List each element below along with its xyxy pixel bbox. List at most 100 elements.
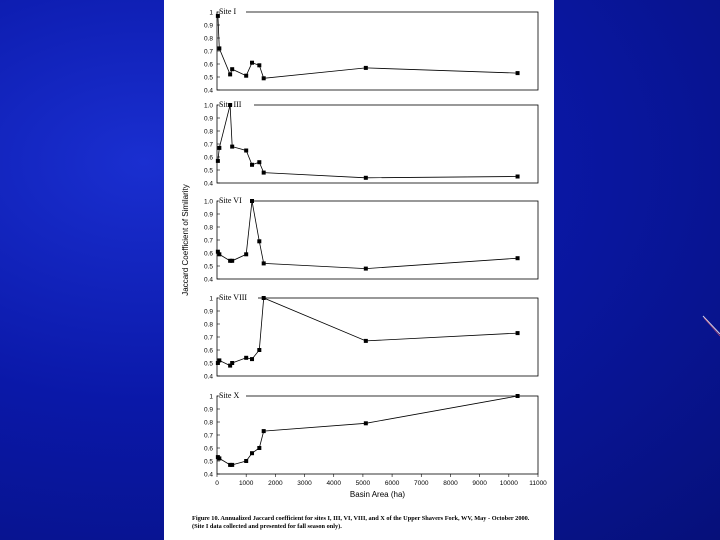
data-point	[228, 258, 233, 263]
data-point	[261, 429, 266, 434]
data-point	[515, 71, 520, 76]
panel-title: Site X	[219, 391, 239, 400]
data-point	[261, 261, 266, 266]
data-point	[228, 462, 233, 467]
data-point	[244, 355, 249, 360]
data-point	[217, 252, 222, 257]
data-point	[363, 338, 368, 343]
data-point	[244, 148, 249, 153]
panel-frame	[216, 395, 539, 475]
y-tick-label: 0.5	[204, 263, 213, 270]
y-tick-label: 0.8	[204, 35, 213, 42]
panel-title: Site VIII	[219, 293, 247, 302]
y-tick-label: 0.9	[204, 22, 213, 29]
data-point	[515, 174, 520, 179]
x-tick-label: 4000	[326, 480, 341, 487]
panel-title-mask	[218, 99, 254, 108]
data-point	[515, 394, 520, 398]
data-point	[363, 266, 368, 271]
data-point	[250, 60, 255, 65]
y-tick-label: 0.5	[204, 167, 213, 174]
y-tick-label: 0.4	[204, 276, 213, 283]
data-point	[257, 239, 262, 244]
figure-caption: Figure 10. Annualized Jaccard coefficien…	[192, 515, 530, 530]
panel-title-mask	[218, 292, 258, 301]
data-point	[230, 258, 235, 263]
data-point	[228, 72, 233, 77]
data-point	[230, 361, 235, 365]
data-point	[250, 451, 255, 456]
panel-4: Site VIII 0.9 0.8 0.7 0.6 0.5 0.4 1	[204, 292, 539, 380]
y-tick-label: 0.9	[204, 406, 213, 413]
y-tick-label: 0.9	[204, 115, 213, 122]
x-tick-label: 9000	[472, 480, 487, 487]
panel-title: Site VI	[219, 196, 242, 205]
data-point	[363, 175, 368, 180]
data-point	[230, 67, 235, 72]
data-point	[228, 103, 233, 107]
x-tick-label: 5000	[356, 480, 371, 487]
data-point	[257, 348, 262, 352]
panel-title: Site I	[219, 7, 236, 16]
data-point	[217, 456, 222, 461]
y-axis-title: Jaccard Coefficient of Similarity	[181, 184, 190, 295]
y-tick-label: 0.8	[204, 224, 213, 231]
figure-card: Site I 0.9 0.8 0.7 0.6 0.5 0.4 1 Site III 0.9 0.8 0…	[164, 0, 554, 540]
panel-title-mask	[218, 390, 246, 399]
x-tick-label: 11000	[529, 480, 547, 487]
y-tick-label: 0.7	[204, 141, 213, 148]
y-tick-label: 0.6	[204, 250, 213, 257]
series-line	[217, 15, 518, 79]
data-point	[250, 357, 255, 362]
series-line	[217, 297, 518, 367]
y-tick-label: 0.7	[204, 432, 213, 439]
data-point	[228, 363, 233, 368]
y-tick-label: 1	[209, 393, 213, 400]
x-tick-label: 6000	[385, 480, 400, 487]
x-tick-label: 2000	[268, 480, 283, 487]
data-point	[217, 145, 222, 150]
y-tick-label: 0.7	[204, 48, 213, 55]
y-tick-label: 0.6	[204, 347, 213, 354]
y-tick-label: 0.4	[204, 87, 213, 94]
x-tick-label: 0	[215, 480, 219, 487]
data-point	[261, 170, 266, 175]
y-tick-label: 0.5	[204, 458, 213, 465]
panel-frame	[216, 297, 539, 377]
data-point	[230, 144, 235, 149]
data-point	[217, 46, 222, 51]
y-tick-label: 0.9	[204, 308, 213, 315]
y-tick-label: 0.8	[204, 321, 213, 328]
panel-title-mask	[218, 195, 250, 204]
data-point	[215, 249, 220, 254]
panel-3: Site VI 0.9 0.8 0.7 0.6 0.5 0.4 1.0	[204, 195, 539, 283]
x-tick-label: 10000	[500, 480, 518, 487]
data-point	[257, 446, 262, 450]
panel-frame	[216, 200, 539, 280]
x-tick-label: 3000	[297, 480, 312, 487]
y-tick-label: 1.0	[204, 198, 213, 205]
data-point	[230, 462, 235, 467]
data-point	[515, 256, 520, 261]
panel-1: Site I 0.9 0.8 0.7 0.6 0.5 0.4 1	[204, 6, 539, 94]
data-point	[363, 65, 368, 70]
series-line	[217, 395, 518, 466]
data-point	[250, 162, 255, 167]
y-tick-label: 0.5	[204, 360, 213, 367]
x-tick-label: 7000	[414, 480, 429, 487]
series-line	[217, 200, 518, 270]
data-point	[257, 160, 262, 165]
y-tick-label: 0.5	[204, 74, 213, 81]
data-point	[250, 199, 255, 203]
y-tick-label: 0.6	[204, 445, 213, 452]
y-tick-label: 0.4	[204, 180, 213, 187]
panel-5: Site X 0.9 0.8 0.7 0.6 0.5 0.4 1	[204, 390, 539, 478]
data-point	[215, 158, 220, 163]
y-tick-label: 0.7	[204, 334, 213, 341]
data-point	[244, 73, 249, 78]
data-point	[261, 296, 266, 300]
y-tick-label: 1	[209, 295, 213, 302]
